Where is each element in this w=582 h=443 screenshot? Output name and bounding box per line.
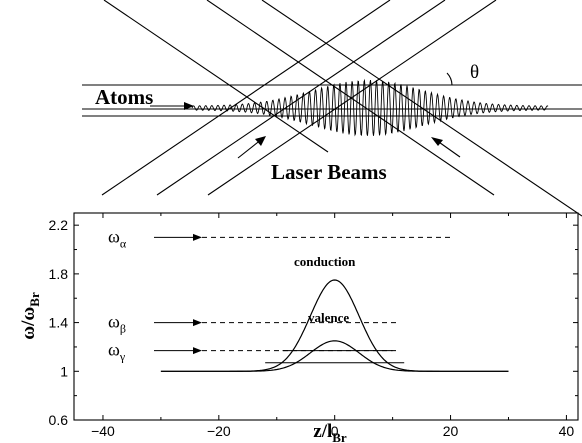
x-axis-ticks: −40 −20 0 20 40 — [91, 213, 574, 439]
x-tick-label: 0 — [331, 423, 339, 439]
energy-chart: 0.6 1 1.4 1.8 2.2 −40 −20 0 20 40 ωα ωβ ωγ conduct… — [18, 212, 579, 443]
band-curves — [160, 279, 509, 372]
x-tick-label: −20 — [207, 423, 231, 439]
y-axis-ticks: 0.6 1 1.4 1.8 2.2 — [49, 217, 578, 428]
level-label: ωβ — [108, 312, 126, 336]
y-tick-label: 1.4 — [49, 315, 69, 331]
level-arrow-head — [193, 319, 202, 327]
x-tick-label: 40 — [559, 423, 575, 439]
x-axis-label-main: z/l — [313, 421, 332, 442]
level-arrow-head — [193, 347, 202, 355]
x-axis-label: z/lBr — [313, 421, 347, 443]
y-tick-label: 0.6 — [49, 412, 69, 428]
top-diagram: Atoms θ Laser Beams — [82, 0, 582, 217]
laser-arrow-left-head — [255, 136, 266, 146]
atoms-label: Atoms — [95, 85, 153, 109]
laser-line-desc-2 — [206, 0, 495, 196]
y-axis-label-main: ω/ω — [18, 307, 39, 340]
y-tick-label: 1 — [60, 363, 68, 379]
laser-line-asc-2 — [156, 0, 446, 196]
valence-annotation: valence — [308, 310, 349, 325]
x-tick-label: 20 — [443, 423, 459, 439]
y-tick-label: 2.2 — [49, 217, 69, 233]
y-axis-label-sub: Br — [27, 292, 42, 307]
angle-arc — [446, 72, 453, 86]
valence-band-curve — [160, 340, 509, 372]
conduction-annotation: conduction — [294, 254, 356, 269]
angle-label: θ — [470, 62, 479, 83]
standing-wave — [191, 78, 549, 137]
y-tick-label: 1.8 — [49, 266, 69, 282]
laser-beams-label: Laser Beams — [271, 160, 387, 184]
level-label: ωα — [108, 226, 127, 250]
y-axis-label: ω/ωBr — [18, 292, 42, 340]
x-axis-label-sub: Br — [332, 430, 347, 443]
laser-arrow-right-head — [431, 137, 443, 146]
plot-frame — [73, 212, 579, 421]
laser-line-asc-1 — [101, 0, 391, 196]
laser-line-desc-3 — [261, 0, 582, 217]
atoms-arrow-head — [184, 102, 194, 110]
frequency-levels: ωα ωβ ωγ — [108, 226, 451, 364]
laser-line-desc-1 — [103, 0, 329, 153]
conduction-band-curve — [160, 279, 509, 372]
laser-line-asc-3 — [207, 0, 497, 196]
svg-text:ω/ωBr: ω/ωBr — [18, 292, 42, 340]
x-tick-label: −40 — [91, 423, 115, 439]
level-label: ωγ — [108, 340, 126, 364]
level-arrow-head — [193, 233, 202, 241]
